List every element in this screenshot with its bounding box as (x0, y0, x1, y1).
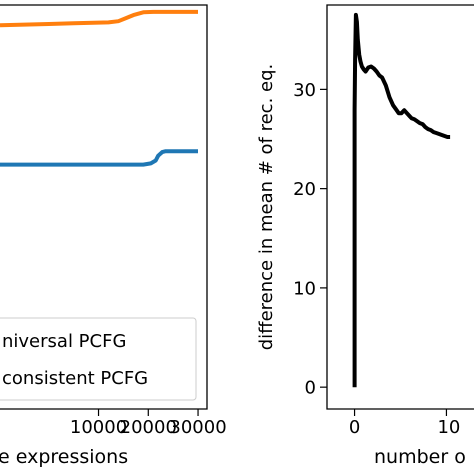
right-series-line-0 (352, 12, 451, 388)
right-plot-frame (326, 4, 474, 410)
right-y-tick-label-3: 30 (293, 80, 316, 101)
right-x-ticks: 0 10 (349, 409, 460, 438)
right-y-ticks: 0 10 20 30 (293, 80, 327, 399)
right-x-tick-label-0: 0 (349, 417, 360, 438)
right-chart: 0 10 20 30 0 10 difference in mean # of rec.… (256, 4, 474, 468)
legend-entry-universal: niversal PCFG (2, 331, 126, 352)
left-x-tick-label-2: 10000 (70, 417, 127, 438)
left-series-group (0, 9, 198, 167)
legend-entry-inconsistent: consistent PCFG (2, 368, 148, 389)
left-plot-frame (0, 4, 208, 410)
right-y-axis-label: difference in mean # of rec. eq. (256, 64, 277, 351)
right-series-group (352, 12, 451, 388)
right-y-tick-label-0: 0 (305, 378, 316, 399)
right-x-axis-label: number o (374, 446, 466, 468)
right-x-tick-label-1: 10 (437, 417, 460, 438)
left-series-line-1 (0, 149, 198, 167)
right-y-tick-label-1: 10 (293, 278, 316, 299)
left-x-tick-label-0: 20000 (120, 417, 177, 438)
left-x-tick-label-1: 30000 (169, 417, 226, 438)
left-x-axis-label: e expressions (0, 446, 128, 468)
legend: niversal PCFG consistent PCFG (0, 317, 197, 401)
legend-box (0, 317, 197, 401)
right-y-tick-label-2: 20 (293, 179, 316, 200)
left-series-line-0 (0, 9, 198, 28)
